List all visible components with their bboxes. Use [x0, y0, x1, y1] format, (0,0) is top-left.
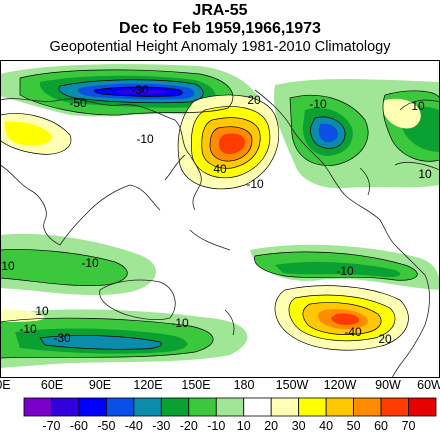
- coastlines: [0, 89, 440, 378]
- lon-label: 120E: [133, 378, 163, 392]
- contour-label: 40: [213, 162, 227, 176]
- colorbar-label: 60: [374, 419, 389, 433]
- contour-label: -10: [136, 132, 154, 146]
- colorbar-swatch: [51, 397, 80, 417]
- contour-label: -10: [309, 97, 327, 111]
- colorbar-label: -20: [179, 419, 198, 433]
- longitude-labels: 0E 60E 90E 120E 150E 180 150W 120W 90W 6…: [0, 378, 440, 396]
- colorbar-swatch: [215, 397, 245, 417]
- contour-label: -40: [344, 325, 362, 339]
- colorbar-swatch: [23, 397, 52, 417]
- colorbar-swatch: [106, 397, 135, 417]
- colorbar-swatch: [270, 397, 300, 417]
- subtitle: Geopotential Height Anomaly 1981-2010 Cl…: [49, 39, 391, 55]
- colorbar-label: 40: [319, 419, 334, 433]
- colorbar-swatch: [408, 397, 437, 417]
- contour-label: -10: [0, 259, 15, 273]
- lon-label: 180: [233, 378, 255, 392]
- colorbar: [23, 397, 437, 417]
- anomaly-map: -30 -50 -10 20 -10 40 -10 10 -10 -10 -10…: [0, 60, 440, 378]
- colorbar-label: 30: [291, 419, 306, 433]
- colorbar-label: 10: [236, 419, 251, 433]
- red-regions: [218, 133, 360, 325]
- lon-label: 90W: [375, 378, 401, 392]
- lon-label: 150W: [275, 378, 309, 392]
- contour-label: -10: [81, 256, 99, 270]
- colorbar-label: -10: [207, 419, 226, 433]
- contour-label: -10: [246, 177, 264, 191]
- contour-label: -10: [171, 316, 189, 330]
- colorbar-label: -70: [42, 419, 61, 433]
- colorbar-label: -60: [69, 419, 88, 433]
- colorbar-label: 20: [264, 419, 279, 433]
- colorbar-label: 50: [346, 419, 361, 433]
- contour-label: 10: [35, 304, 49, 318]
- colorbar-label: -40: [124, 419, 143, 433]
- contour-label: 10: [411, 99, 425, 113]
- colorbar-label: -30: [152, 419, 171, 433]
- lon-label: 120W: [323, 378, 357, 392]
- colorbar-swatch: [78, 397, 107, 417]
- contour-label: -30: [53, 331, 71, 345]
- colorbar-swatch: [298, 397, 327, 417]
- contour-lines: [0, 69, 440, 359]
- colorbar-label: -50: [97, 419, 116, 433]
- colorbar-swatch: [160, 397, 190, 417]
- blue-regions: [78, 83, 338, 143]
- lon-label: 60E: [40, 378, 64, 392]
- colorbar-swatch: [243, 397, 272, 417]
- lon-label: 0E: [0, 378, 11, 392]
- lon-label: 150E: [181, 378, 211, 392]
- colorbar-swatch: [380, 397, 409, 417]
- colorbar-swatch: [133, 397, 162, 417]
- contour-label: 10: [418, 167, 432, 181]
- colorbar-swatch: [188, 397, 217, 417]
- contour-label: -10: [336, 264, 354, 278]
- colorbar-swatch: [325, 397, 354, 417]
- lon-label: 90E: [88, 378, 112, 392]
- period-title: Dec to Feb 1959,1966,1973: [119, 20, 321, 37]
- contour-label: 20: [247, 93, 261, 107]
- contour-label: -10: [19, 322, 37, 336]
- contour-label: 20: [378, 332, 392, 346]
- contour-labels: -30 -50 -10 20 -10 40 -10 10 -10 -10 -10…: [0, 83, 432, 346]
- lon-label: 60W: [417, 378, 440, 392]
- dataset-title: JRA-55: [192, 2, 248, 19]
- contour-label: -50: [69, 96, 87, 110]
- colorbar-labels: -70 -60 -50 -40 -30 -20 -10 10 20 30 40 …: [0, 419, 440, 437]
- colorbar-swatch: [353, 397, 382, 417]
- contour-label: -30: [131, 83, 149, 97]
- colorbar-label: 70: [401, 419, 416, 433]
